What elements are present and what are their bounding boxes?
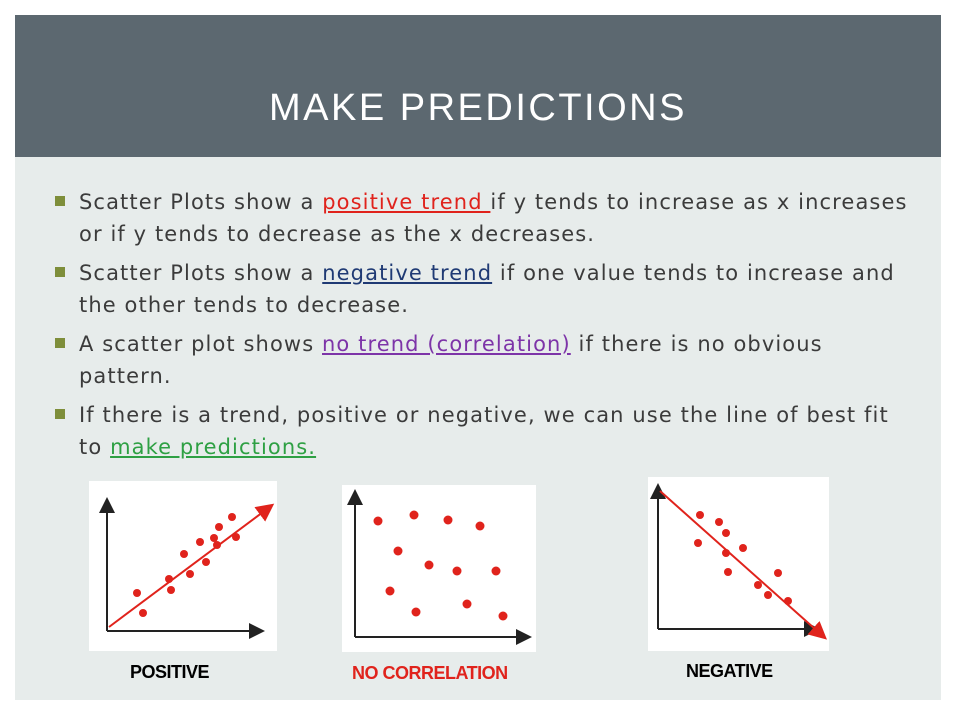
data-point — [215, 523, 223, 531]
positive-scatter-plot — [89, 481, 277, 651]
data-point — [424, 560, 434, 570]
bullet-text: if y tends to increase as x increases or… — [79, 190, 908, 246]
bullet-text: Scatter Plots show a — [79, 190, 323, 214]
highlight-no-trend: no trend (correlation) — [322, 332, 571, 356]
data-point — [754, 581, 762, 589]
bullet-square-icon — [55, 196, 65, 206]
data-point — [139, 609, 147, 617]
bullet-text: A scatter plot shows — [79, 332, 323, 356]
data-point — [722, 529, 730, 537]
data-point — [180, 550, 188, 558]
bullet-list: Scatter Plots show a positive trend if y… — [55, 186, 915, 470]
data-point — [724, 568, 732, 576]
data-point — [722, 549, 730, 557]
bullet-positive-trend: Scatter Plots show a positive trend if y… — [55, 186, 915, 250]
bullet-make-predictions: If there is a trend, positive or negativ… — [55, 399, 915, 463]
data-point — [694, 539, 702, 547]
page-title: MAKE PREDICTIONS — [269, 87, 687, 129]
data-point — [196, 538, 204, 546]
trend-line — [659, 490, 827, 640]
highlight-negative-trend: negative trend — [322, 261, 493, 285]
bullet-square-icon — [55, 267, 65, 277]
data-point — [452, 566, 462, 576]
data-point — [491, 566, 501, 576]
trend-line — [108, 503, 275, 628]
data-point — [167, 586, 175, 594]
bullet-negative-trend: Scatter Plots show a negative trend if o… — [55, 257, 915, 321]
label-no-correlation: NO CORRELATION — [352, 663, 508, 683]
data-point — [232, 533, 240, 541]
title-bar: MAKE PREDICTIONS — [15, 15, 941, 157]
data-point — [165, 575, 173, 583]
highlight-make-predictions: make predictions. — [110, 435, 317, 459]
data-point — [213, 541, 221, 549]
bullet-no-trend: A scatter plot shows no trend (correlati… — [55, 328, 915, 392]
bullet-text: If there is a trend, positive or negativ… — [79, 403, 889, 459]
data-point — [133, 589, 141, 597]
data-point — [462, 599, 472, 609]
data-point — [475, 521, 485, 531]
data-point — [784, 597, 792, 605]
data-point — [202, 558, 210, 566]
no-correlation-scatter-plot — [342, 485, 536, 652]
highlight-positive-trend: positive trend — [322, 190, 491, 214]
bullet-text: Scatter Plots show a — [79, 261, 323, 285]
data-point — [764, 591, 772, 599]
data-point — [409, 510, 419, 520]
data-point — [498, 611, 508, 621]
bullet-text: if one value tends to increase and the o… — [79, 261, 895, 317]
data-point — [411, 607, 421, 617]
bullet-text: if there is no obvious pattern. — [79, 332, 823, 388]
data-point — [393, 546, 403, 556]
data-point — [186, 570, 194, 578]
data-point — [739, 544, 747, 552]
data-point — [696, 511, 704, 519]
negative-scatter-plot — [648, 477, 829, 651]
bullet-square-icon — [55, 338, 65, 348]
data-point — [774, 569, 782, 577]
data-point — [228, 513, 236, 521]
label-negative: NEGATIVE — [686, 661, 773, 681]
data-point — [715, 518, 723, 526]
data-point — [385, 586, 395, 596]
data-point — [210, 534, 218, 542]
data-point — [373, 516, 383, 526]
data-point — [443, 515, 453, 525]
label-positive: POSITIVE — [130, 662, 210, 682]
bullet-square-icon — [55, 409, 65, 419]
